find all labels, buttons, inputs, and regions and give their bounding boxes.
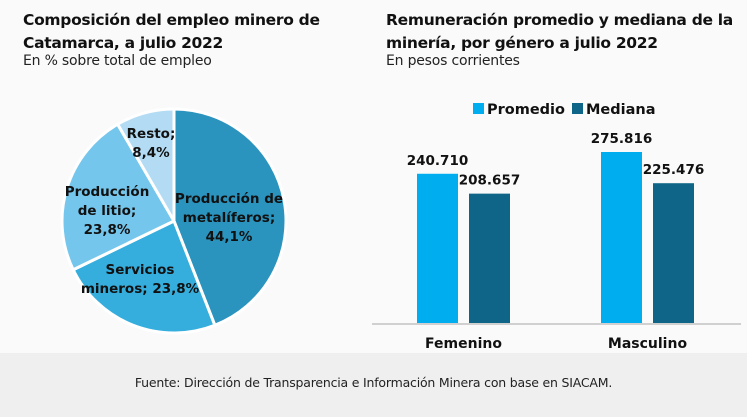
bar-masculino-promedio: [601, 152, 642, 323]
pie-label-resto: Resto; 8,4%: [127, 126, 176, 161]
pie-label-line: metalíferos;: [183, 210, 275, 226]
pie-slice-produccion-de-litio: [60, 122, 176, 272]
bar-chart: Promedio Mediana 240.710 208.657 Femenino 275…: [372, 102, 741, 352]
legend-label-promedio: Promedio: [487, 102, 565, 118]
x-tick-masculino: Masculino: [608, 336, 688, 352]
pie-label-line: 23,8%: [84, 222, 131, 238]
data-label-femenino-mediana: 208.657: [459, 173, 521, 189]
bar-masculino-mediana: [653, 183, 694, 323]
data-label-masculino-promedio: 275.816: [591, 131, 653, 147]
legend-swatch-promedio: [473, 103, 484, 114]
pie-label-line: 8,4%: [132, 145, 170, 161]
bar-femenino-mediana: [469, 193, 510, 323]
bar-title-line-2: minería, por género a julio 2022: [386, 34, 658, 52]
pie-label-servicios-mineros: Servicios mineros; 23,8%: [81, 262, 200, 297]
data-label-masculino-mediana: 225.476: [643, 162, 705, 178]
pie-slice-resto: [116, 107, 176, 223]
pie-label-line: de litio;: [78, 203, 137, 219]
source-note: Fuente: Dirección de Transparencia e Inf…: [134, 375, 613, 390]
pie-chart-subtitle: En % sobre total de empleo: [23, 53, 212, 69]
footer: Fuente: Dirección de Transparencia e Inf…: [0, 353, 747, 417]
pie-title-line-2: Catamarca, a julio 2022: [23, 34, 224, 52]
x-tick-femenino: Femenino: [425, 336, 502, 352]
bar-chart-title: Remuneración promedio y mediana de la mi…: [386, 9, 733, 55]
pie-label-line: mineros; 23,8%: [81, 281, 200, 297]
pie-label-line: Producción de: [175, 191, 283, 207]
charts-canvas: Producción de metalíferos; 44,1% Servicios m…: [60, 102, 741, 352]
legend-swatch-mediana: [572, 103, 583, 114]
pie-chart: Producción de metalíferos; 44,1% Servicios m…: [60, 107, 288, 335]
pie-label-line: Resto;: [127, 126, 176, 142]
pie-slice-produccion-de-metaliferos: [172, 107, 288, 327]
pie-label-produccion-de-litio: Producción de litio; 23,8%: [65, 184, 150, 238]
bar-title-line-1: Remuneración promedio y mediana de la: [386, 11, 733, 29]
pie-label-line: Servicios: [106, 262, 175, 278]
pie-chart-title: Composición del empleo minero de Catamar…: [23, 9, 320, 55]
data-label-femenino-promedio: 240.710: [407, 153, 469, 169]
bar-femenino-promedio: [417, 173, 458, 323]
legend-label-mediana: Mediana: [586, 102, 656, 118]
pie-slice-servicios-mineros: [71, 219, 217, 335]
pie-title-line-1: Composición del empleo minero de: [23, 11, 320, 29]
pie-label-produccion-de-metaliferos: Producción de metalíferos; 44,1%: [175, 191, 283, 245]
bar-chart-subtitle: En pesos corrientes: [386, 53, 520, 69]
pie-label-line: 44,1%: [206, 229, 253, 245]
pie-label-line: Producción: [65, 184, 150, 200]
